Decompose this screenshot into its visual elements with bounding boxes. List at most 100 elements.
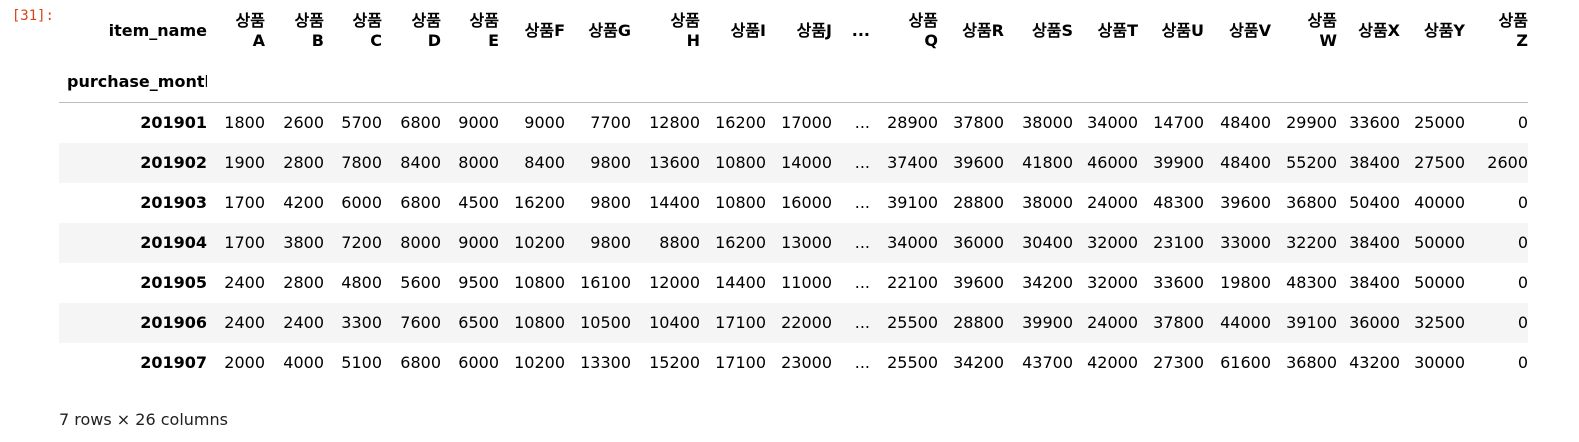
table-cell: 34200 (953, 353, 1004, 372)
table-cell: 0 (1517, 113, 1528, 133)
column-header: 상품I (730, 21, 766, 40)
row-index-label: 201901 (140, 113, 207, 133)
table-cell: 0 (1517, 353, 1528, 372)
table-cell: 8400 (400, 153, 441, 172)
table-cell: 9800 (590, 193, 631, 212)
index-name-spacer (1271, 62, 1337, 103)
table-cell: 38400 (1349, 273, 1400, 292)
table-cell: 14400 (649, 193, 700, 212)
table-cell: 39600 (953, 273, 1004, 292)
index-name-spacer (938, 62, 1004, 103)
table-cell: 8800 (659, 233, 700, 252)
table-cell: 6800 (400, 113, 441, 133)
column-header: 상품 C (352, 11, 382, 50)
column-header: 상품 H (670, 11, 700, 50)
table-cell: 28800 (953, 313, 1004, 332)
table-cell: 39900 (1153, 153, 1204, 172)
table-cell: 10400 (649, 313, 700, 332)
table-cell: 10500 (580, 313, 631, 332)
table-cell: 23000 (781, 353, 832, 372)
table-cell: 39600 (1220, 193, 1271, 212)
table-cell: 10200 (514, 233, 565, 252)
table-cell: 6800 (400, 193, 441, 212)
index-name-spacer (766, 62, 832, 103)
ellipsis-cell: ... (854, 113, 870, 133)
table-cell: 39100 (887, 193, 938, 212)
table-cell: 9000 (458, 233, 499, 252)
index-name-spacer (870, 62, 938, 103)
table-cell: 0 (1517, 313, 1528, 332)
index-name-row: purchase_month (59, 62, 1528, 103)
index-name-spacer (1204, 62, 1271, 103)
table-cell: 2600 (283, 113, 324, 133)
dataframe-output: item_name 상품 A 상품 B 상품 C 상품 D 상품 E 상품F 상품G 상품 H… (59, 0, 1528, 383)
index-name-spacer (832, 62, 870, 103)
table-cell: 30400 (1022, 233, 1073, 252)
row-index-label: 201905 (140, 273, 207, 292)
index-name-spacer (265, 62, 324, 103)
row-index-label: 201903 (140, 193, 207, 212)
index-name-spacer (1337, 62, 1400, 103)
table-cell: 37800 (1153, 313, 1204, 332)
table-cell: 7200 (341, 233, 382, 252)
table-cell: 43200 (1349, 353, 1400, 372)
table-cell: 8000 (400, 233, 441, 252)
column-header: 상품R (962, 21, 1004, 40)
table-cell: 33600 (1349, 113, 1400, 133)
table-row: 201907 2000 4000 5100 6800 6000 10200 13300 1520… (59, 342, 1528, 383)
table-cell: 29900 (1286, 113, 1337, 133)
table-cell: 32200 (1286, 233, 1337, 252)
ellipsis-cell: ... (854, 313, 870, 332)
table-cell: 32500 (1414, 313, 1465, 332)
table-row: 201902 1900 2800 7800 8400 8000 8400 9800 13600 1… (59, 142, 1528, 183)
table-cell: 13000 (781, 233, 832, 252)
row-index-label: 201906 (140, 313, 207, 332)
table-cell: 36800 (1286, 353, 1337, 372)
table-cell: 39100 (1286, 313, 1337, 332)
column-header: 상품T (1097, 21, 1138, 40)
table-cell: 34200 (1022, 273, 1073, 292)
index-name-spacer (1138, 62, 1204, 103)
index-name-spacer (382, 62, 441, 103)
dataframe-table: item_name 상품 A 상품 B 상품 C 상품 D 상품 E 상품F 상품G 상품 H… (59, 0, 1528, 383)
table-cell: 37400 (887, 153, 938, 172)
table-cell: 10800 (514, 273, 565, 292)
table-cell: 38400 (1349, 233, 1400, 252)
table-cell: 9500 (458, 273, 499, 292)
table-cell: 38000 (1022, 113, 1073, 133)
table-cell: 32000 (1087, 233, 1138, 252)
table-cell: 40000 (1414, 193, 1465, 212)
table-cell: 6000 (341, 193, 382, 212)
table-cell: 3800 (283, 233, 324, 252)
ellipsis-cell: ... (854, 193, 870, 212)
table-row: 201905 2400 2800 4800 5600 9500 10800 16100 1200… (59, 262, 1528, 303)
table-cell: 17000 (781, 113, 832, 133)
table-cell: 6500 (458, 313, 499, 332)
column-header: 상품 A (235, 11, 265, 50)
table-cell: 25500 (887, 313, 938, 332)
table-cell: 38400 (1349, 153, 1400, 172)
table-cell: 1800 (224, 113, 265, 133)
column-header: 상품S (1032, 21, 1073, 40)
table-cell: 19800 (1220, 273, 1271, 292)
table-cell: 27300 (1153, 353, 1204, 372)
column-header: 상품 E (469, 11, 499, 50)
column-header: 상품 Q (908, 11, 938, 50)
column-header: 상품F (524, 21, 565, 40)
table-row: 201906 2400 2400 3300 7600 6500 10800 10500 1040… (59, 302, 1528, 343)
table-cell: 30000 (1414, 353, 1465, 372)
index-name-spacer (1465, 62, 1528, 103)
table-cell: 28900 (887, 113, 938, 133)
table-cell: 4800 (341, 273, 382, 292)
table-cell: 1700 (224, 193, 265, 212)
column-header: 상품G (588, 21, 631, 40)
table-cell: 8400 (524, 153, 565, 172)
table-cell: 32000 (1087, 273, 1138, 292)
table-cell: 43700 (1022, 353, 1073, 372)
table-cell: 34000 (1087, 113, 1138, 133)
table-cell: 17100 (715, 313, 766, 332)
table-cell: 2800 (283, 153, 324, 172)
column-header: 상품V (1229, 21, 1271, 40)
table-cell: 10800 (514, 313, 565, 332)
table-cell: 16200 (715, 113, 766, 133)
